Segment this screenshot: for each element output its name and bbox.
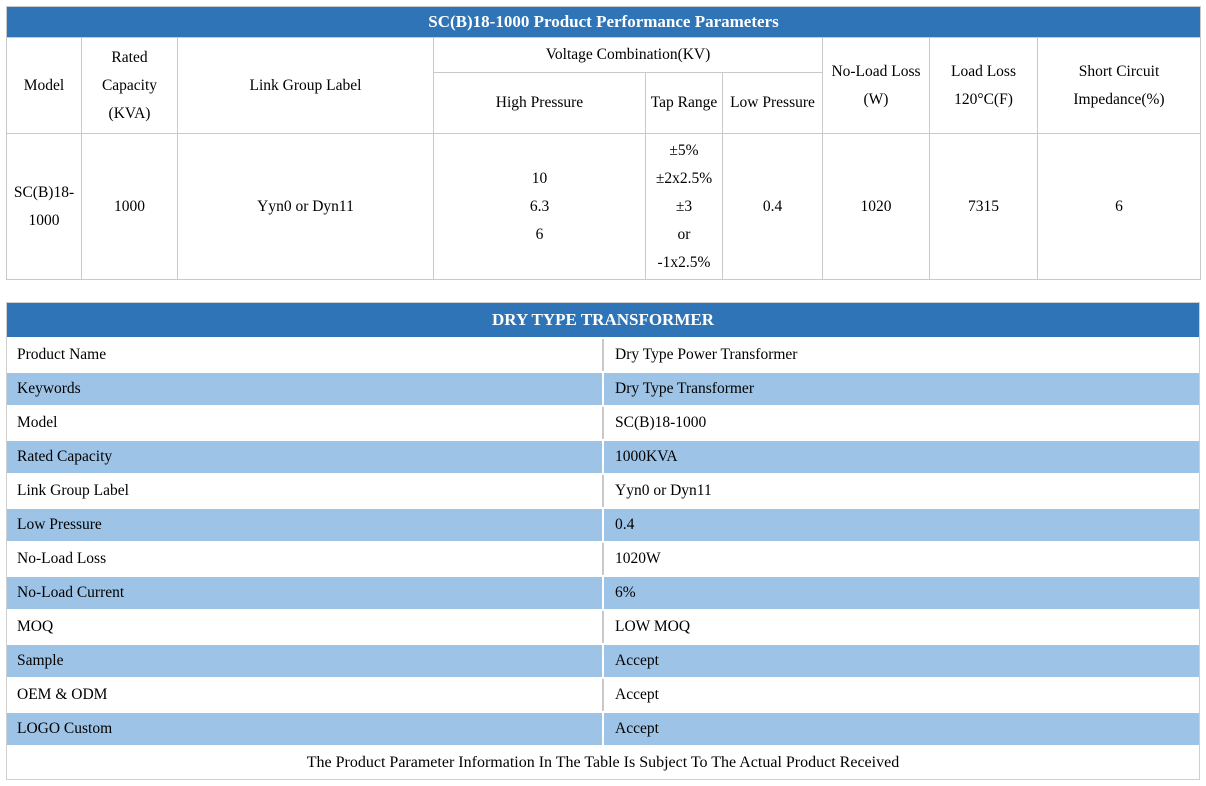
row-label: Low Pressure	[17, 516, 102, 533]
table-row: OEM & ODM Accept	[7, 679, 1199, 711]
product-info-rows: Product Name Dry Type Power Transformer …	[7, 339, 1199, 745]
table-row: Model SC(B)18-1000	[7, 407, 1199, 439]
table-row: Link Group Label Yyn0 or Dyn11	[7, 475, 1199, 507]
column-divider	[602, 577, 604, 609]
row-value: Yyn0 or Dyn11	[615, 482, 712, 499]
column-divider	[602, 611, 604, 643]
header-low-pressure: Low Pressure	[722, 72, 823, 134]
performance-table-title: SC(B)18-1000 Product Performance Paramet…	[6, 6, 1201, 38]
column-divider	[602, 679, 604, 711]
cell-low-pressure: 0.4	[722, 133, 823, 280]
column-divider	[602, 713, 604, 745]
cell-no-load-loss: 1020	[822, 133, 930, 280]
cell-model: SC(B)18-1000	[6, 133, 82, 280]
row-label: LOGO Custom	[17, 720, 113, 737]
column-divider	[602, 407, 604, 439]
cell-rated-capacity: 1000	[81, 133, 178, 280]
table-row: No-Load Current 6%	[7, 577, 1199, 609]
cell-high-pressure: 10 6.3 6	[433, 133, 646, 280]
header-rated-capacity: Rated Capacity (KVA)	[81, 37, 178, 134]
header-model: Model	[6, 37, 82, 134]
table-row: Rated Capacity 1000KVA	[7, 441, 1199, 473]
column-divider	[602, 645, 604, 677]
row-label: OEM & ODM	[17, 686, 108, 703]
table-row: Keywords Dry Type Transformer	[7, 373, 1199, 405]
row-label: Keywords	[17, 380, 81, 397]
cell-tap-range: ±5% ±2x2.5% ±3 or -1x2.5%	[645, 133, 723, 280]
column-divider	[602, 509, 604, 541]
table-row: No-Load Loss 1020W	[7, 543, 1199, 575]
header-load-loss: Load Loss 120°C(F)	[929, 37, 1038, 134]
row-value: 6%	[615, 584, 636, 601]
row-label: No-Load Loss	[17, 550, 107, 567]
row-value: SC(B)18-1000	[615, 414, 707, 431]
header-link-group-label: Link Group Label	[177, 37, 434, 134]
header-no-load-loss: No-Load Loss (W)	[822, 37, 930, 134]
header-voltage-combination: Voltage Combination(KV)	[433, 37, 823, 73]
cell-link-group-label: Yyn0 or Dyn11	[177, 133, 434, 280]
product-info-table: DRY TYPE TRANSFORMER Product Name Dry Ty…	[6, 302, 1200, 780]
column-divider	[602, 339, 604, 371]
product-info-table-title: DRY TYPE TRANSFORMER	[7, 303, 1199, 337]
table-row: Low Pressure 0.4	[7, 509, 1199, 541]
table-row: LOGO Custom Accept	[7, 713, 1199, 745]
row-label: Product Name	[17, 346, 107, 363]
performance-parameters-table: SC(B)18-1000 Product Performance Paramet…	[6, 6, 1201, 280]
table-row: MOQ LOW MOQ	[7, 611, 1199, 643]
row-value: 1020W	[615, 550, 661, 567]
row-label: No-Load Current	[17, 584, 125, 601]
row-value: Accept	[615, 652, 659, 669]
cell-short-circuit-impedance: 6	[1037, 133, 1201, 280]
row-value: Dry Type Transformer	[615, 380, 754, 397]
table-row: Sample Accept	[7, 645, 1199, 677]
header-short-circuit-impedance: Short Circuit Impedance(%)	[1037, 37, 1201, 134]
row-value: Accept	[615, 686, 659, 703]
row-label: MOQ	[17, 618, 54, 635]
row-label: Sample	[17, 652, 64, 669]
column-divider	[602, 373, 604, 405]
row-value: Dry Type Power Transformer	[615, 346, 798, 363]
column-divider	[602, 543, 604, 575]
header-high-pressure: High Pressure	[433, 72, 646, 134]
row-label: Rated Capacity	[17, 448, 113, 465]
row-value: Accept	[615, 720, 659, 737]
row-value: LOW MOQ	[615, 618, 691, 635]
column-divider	[602, 441, 604, 473]
header-tap-range: Tap Range	[645, 72, 723, 134]
table-footer-note: The Product Parameter Information In The…	[7, 747, 1199, 779]
cell-load-loss: 7315	[929, 133, 1038, 280]
row-label: Model	[17, 414, 58, 431]
row-value: 1000KVA	[615, 448, 678, 465]
column-divider	[602, 475, 604, 507]
row-value: 0.4	[615, 516, 635, 533]
table-row: Product Name Dry Type Power Transformer	[7, 339, 1199, 371]
row-label: Link Group Label	[17, 482, 129, 499]
